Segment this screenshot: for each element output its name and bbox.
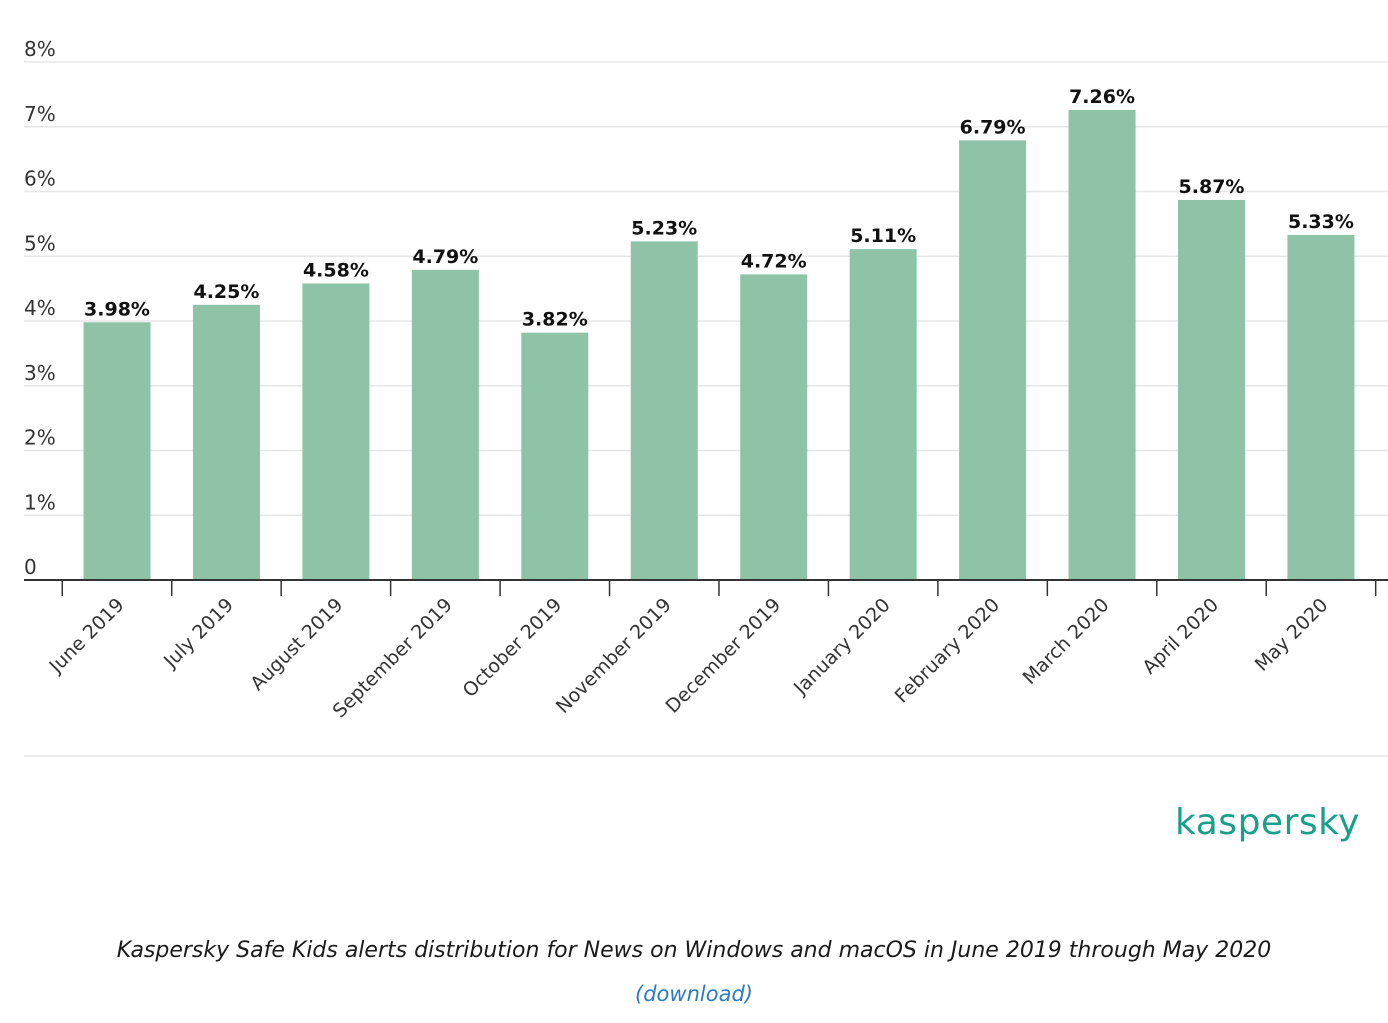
- bar: [83, 322, 151, 580]
- y-tick-label: 2%: [24, 426, 56, 450]
- bars: [83, 109, 1355, 581]
- y-axis: 0 1% 2% 3% 4% 5% 6% 7% 8%: [24, 37, 56, 579]
- x-tick-label: July 2019: [159, 594, 238, 673]
- data-label: 6.79%: [960, 116, 1026, 138]
- y-tick-label: 7%: [24, 102, 56, 126]
- download-link[interactable]: (download): [635, 982, 753, 1006]
- data-label: 5.11%: [850, 225, 916, 247]
- x-tick-label: December 2019: [662, 594, 786, 718]
- kaspersky-logo: kaspersky: [1175, 802, 1360, 843]
- bar: [1178, 199, 1245, 581]
- y-tick-label: 1%: [24, 490, 56, 514]
- bar: [1287, 234, 1355, 580]
- bar: [192, 304, 260, 580]
- data-label: 3.82%: [522, 309, 588, 331]
- x-tick-label: February 2020: [891, 594, 1005, 708]
- data-label: 7.26%: [1069, 86, 1135, 108]
- x-tick-label: October 2019: [459, 594, 567, 702]
- y-tick-label: 5%: [24, 231, 56, 255]
- data-label: 4.79%: [412, 246, 478, 268]
- bar: [411, 269, 479, 580]
- bar: [959, 140, 1027, 580]
- x-tick-label: May 2020: [1251, 594, 1333, 676]
- data-label: 4.25%: [193, 281, 259, 303]
- x-tick-label: November 2019: [552, 594, 676, 718]
- data-label: 4.72%: [741, 250, 807, 272]
- x-tick-label: September 2019: [329, 594, 457, 722]
- bar: [740, 274, 808, 580]
- y-tick-label: 8%: [24, 37, 56, 61]
- data-label: 4.58%: [303, 259, 369, 281]
- bar: [849, 249, 917, 580]
- data-label: 3.98%: [84, 298, 150, 320]
- figure-caption: Kaspersky Safe Kids alerts distribution …: [116, 938, 1272, 963]
- data-label: 5.33%: [1288, 211, 1354, 233]
- data-label: 5.23%: [631, 217, 697, 239]
- x-tick-label: August 2019: [246, 594, 347, 695]
- bar-chart: 3.98% 4.25% 4.58% 4.79% 3.82% 5.23% 4.72% 5.11%…: [24, 37, 1388, 757]
- x-tick-label: January 2020: [789, 594, 895, 700]
- data-labels: 3.98% 4.25% 4.58% 4.79% 3.82% 5.23% 4.72% 5.11%…: [84, 86, 1354, 331]
- data-label: 5.87%: [1179, 176, 1245, 198]
- x-tick-label: April 2020: [1138, 594, 1223, 679]
- bar: [630, 241, 698, 581]
- y-tick-label: 0: [24, 555, 37, 579]
- y-tick-label: 4%: [24, 296, 56, 320]
- bar: [521, 332, 589, 580]
- x-tick-label: March 2020: [1019, 594, 1114, 689]
- x-tick-label: June 2019: [45, 594, 129, 678]
- bar: [302, 283, 370, 580]
- y-tick-label: 3%: [24, 361, 56, 385]
- y-tick-label: 6%: [24, 167, 56, 191]
- bar: [1068, 109, 1136, 580]
